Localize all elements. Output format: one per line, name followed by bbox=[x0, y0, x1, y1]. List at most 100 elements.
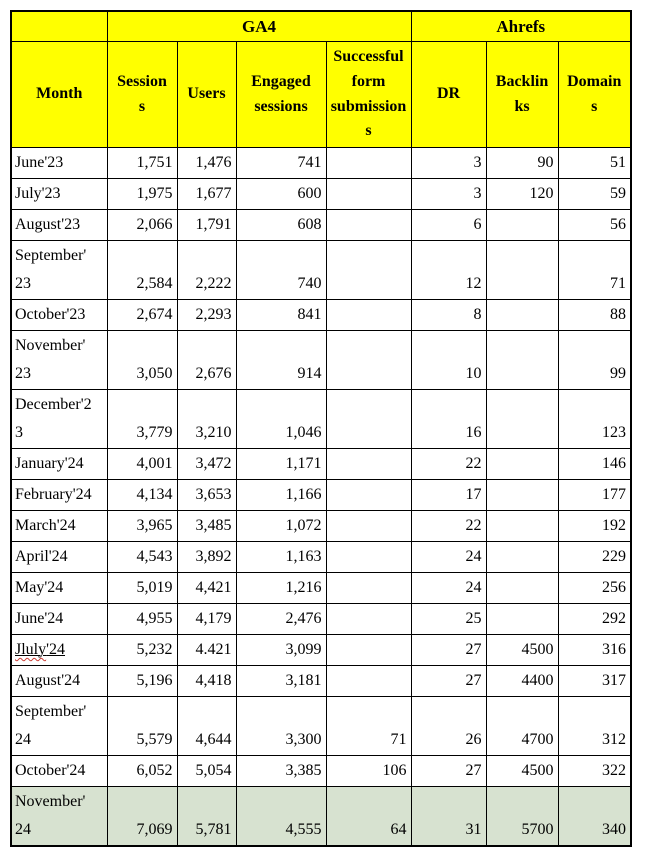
cell-backlinks bbox=[485, 209, 559, 241]
cell-domains: 177 bbox=[557, 479, 632, 511]
table-row: December'2 3 3,779 3,210 1,046 16 123 bbox=[10, 389, 632, 449]
cell-sessions: 6,052 bbox=[106, 755, 178, 787]
cell-domains: 229 bbox=[557, 541, 632, 573]
cell-users: 5,781 bbox=[176, 786, 237, 846]
cell-dr: 10 bbox=[410, 330, 487, 390]
group-header-blank bbox=[10, 10, 108, 42]
cell-sessions: 2,066 bbox=[106, 209, 178, 241]
column-header-sessions: Session s bbox=[106, 41, 178, 148]
cell-dr: 12 bbox=[410, 240, 487, 300]
cell-backlinks bbox=[485, 541, 559, 573]
column-header-form-submissions: Successful form submission s bbox=[325, 41, 412, 148]
cell-backlinks: 5700 bbox=[485, 786, 559, 846]
cell-engaged-sessions: 1,166 bbox=[235, 479, 327, 511]
cell-form-submissions bbox=[325, 665, 412, 697]
cell-form-submissions bbox=[325, 603, 412, 635]
cell-engaged-sessions: 741 bbox=[235, 147, 327, 179]
cell-month: August'23 bbox=[10, 209, 108, 241]
column-header-backlinks: Backlin ks bbox=[485, 41, 559, 148]
cell-month: December'2 3 bbox=[10, 389, 108, 449]
table-row: September' 24 5,579 4,644 3,300 71 26 47… bbox=[10, 696, 632, 756]
cell-sessions: 5,232 bbox=[106, 634, 178, 666]
cell-sessions: 5,019 bbox=[106, 572, 178, 604]
column-header-users: Users bbox=[176, 41, 237, 148]
column-header-engaged-sessions: Engaged sessions bbox=[235, 41, 327, 148]
cell-domains: 316 bbox=[557, 634, 632, 666]
cell-backlinks bbox=[485, 510, 559, 542]
cell-sessions: 3,965 bbox=[106, 510, 178, 542]
column-header-month: Month bbox=[10, 41, 108, 148]
table-row: June'24 4,955 4,179 2,476 25 292 bbox=[10, 603, 632, 635]
cell-users: 4.421 bbox=[176, 634, 237, 666]
cell-sessions: 3,779 bbox=[106, 389, 178, 449]
cell-backlinks: 4500 bbox=[485, 755, 559, 787]
cell-users: 4,418 bbox=[176, 665, 237, 697]
column-header-row: Month Session s Users Engaged sessions S… bbox=[10, 41, 632, 148]
cell-form-submissions bbox=[325, 147, 412, 179]
cell-users: 3,472 bbox=[176, 448, 237, 480]
cell-engaged-sessions: 4,555 bbox=[235, 786, 327, 846]
cell-form-submissions bbox=[325, 330, 412, 390]
cell-form-submissions bbox=[325, 541, 412, 573]
cell-month: October'23 bbox=[10, 299, 108, 331]
table-row: November' 23 3,050 2,676 914 10 99 bbox=[10, 330, 632, 390]
cell-sessions: 2,584 bbox=[106, 240, 178, 300]
cell-users: 1,791 bbox=[176, 209, 237, 241]
group-header-row: GA4 Ahrefs bbox=[10, 10, 632, 42]
cell-users: 3,485 bbox=[176, 510, 237, 542]
cell-sessions: 2,674 bbox=[106, 299, 178, 331]
table-row: September' 23 2,584 2,222 740 12 71 bbox=[10, 240, 632, 300]
cell-month: June'23 bbox=[10, 147, 108, 179]
cell-month-misspelled: Jluly'24 bbox=[10, 634, 108, 666]
misspelled-word: Jluly bbox=[15, 641, 47, 658]
cell-form-submissions bbox=[325, 240, 412, 300]
cell-sessions: 4,955 bbox=[106, 603, 178, 635]
cell-dr: 27 bbox=[410, 634, 487, 666]
cell-engaged-sessions: 740 bbox=[235, 240, 327, 300]
cell-sessions: 3,050 bbox=[106, 330, 178, 390]
cell-backlinks: 4500 bbox=[485, 634, 559, 666]
cell-form-submissions bbox=[325, 448, 412, 480]
cell-month: April'24 bbox=[10, 541, 108, 573]
cell-form-submissions: 64 bbox=[325, 786, 412, 846]
cell-backlinks: 4700 bbox=[485, 696, 559, 756]
group-header-ga4: GA4 bbox=[106, 10, 412, 42]
cell-form-submissions: 71 bbox=[325, 696, 412, 756]
cell-month: March'24 bbox=[10, 510, 108, 542]
cell-sessions: 5,196 bbox=[106, 665, 178, 697]
cell-users: 2,293 bbox=[176, 299, 237, 331]
cell-engaged-sessions: 1,072 bbox=[235, 510, 327, 542]
cell-month: October'24 bbox=[10, 755, 108, 787]
table-row: August'23 2,066 1,791 608 6 56 bbox=[10, 209, 632, 241]
cell-domains: 192 bbox=[557, 510, 632, 542]
cell-month: September' 24 bbox=[10, 696, 108, 756]
cell-users: 1,476 bbox=[176, 147, 237, 179]
cell-backlinks: 4400 bbox=[485, 665, 559, 697]
cell-sessions: 1,751 bbox=[106, 147, 178, 179]
cell-backlinks bbox=[485, 448, 559, 480]
cell-sessions: 4,001 bbox=[106, 448, 178, 480]
cell-month: August'24 bbox=[10, 665, 108, 697]
cell-engaged-sessions: 3,385 bbox=[235, 755, 327, 787]
cell-form-submissions bbox=[325, 634, 412, 666]
cell-dr: 27 bbox=[410, 665, 487, 697]
cell-domains: 340 bbox=[557, 786, 632, 846]
cell-month: September' 23 bbox=[10, 240, 108, 300]
cell-form-submissions: 106 bbox=[325, 755, 412, 787]
cell-domains: 292 bbox=[557, 603, 632, 635]
cell-users: 4,179 bbox=[176, 603, 237, 635]
month-suffix: '24 bbox=[46, 641, 66, 658]
cell-dr: 6 bbox=[410, 209, 487, 241]
cell-engaged-sessions: 914 bbox=[235, 330, 327, 390]
cell-form-submissions bbox=[325, 572, 412, 604]
cell-backlinks bbox=[485, 299, 559, 331]
cell-domains: 99 bbox=[557, 330, 632, 390]
cell-month: July'23 bbox=[10, 178, 108, 210]
cell-backlinks bbox=[485, 240, 559, 300]
cell-form-submissions bbox=[325, 299, 412, 331]
cell-users: 3,653 bbox=[176, 479, 237, 511]
cell-backlinks: 120 bbox=[485, 178, 559, 210]
cell-engaged-sessions: 3,181 bbox=[235, 665, 327, 697]
cell-domains: 88 bbox=[557, 299, 632, 331]
